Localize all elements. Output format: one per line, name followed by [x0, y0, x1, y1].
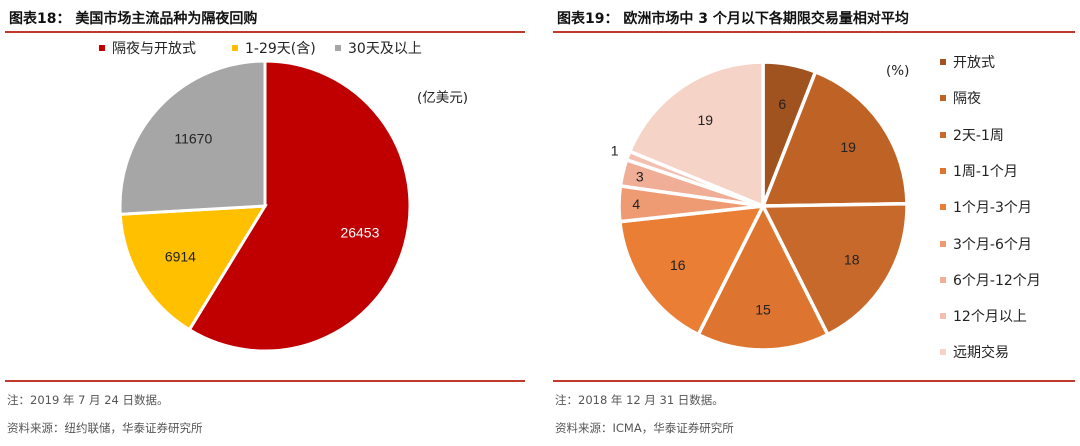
footer-divider	[553, 380, 1075, 382]
data-label-2: 18	[844, 252, 860, 268]
legend-item-6: 6个月-12个月	[940, 270, 1041, 290]
legend-swatch	[940, 276, 946, 283]
legend-swatch	[335, 45, 341, 51]
legend-swatch	[940, 349, 946, 356]
pie-slice-2	[760, 201, 909, 337]
source: 资料来源：ICMA，华泰证券研究所	[555, 421, 734, 435]
legend-label: 3个月-6个月	[953, 236, 1032, 253]
data-label-5: 4	[632, 196, 640, 212]
legend-swatch	[940, 313, 946, 320]
pie-slice-1	[760, 69, 909, 208]
legend-item-2: 2天-1周	[940, 125, 1004, 145]
legend-item-0: 开放式	[940, 52, 995, 72]
legend-swatch	[940, 95, 946, 102]
legend-swatch	[940, 167, 946, 174]
title-divider	[553, 31, 1075, 33]
unit-label: (亿美元)	[417, 90, 469, 106]
legend-label: 1个月-3个月	[953, 200, 1032, 217]
title-divider	[5, 31, 525, 33]
note: 注：2018 年 12 月 31 日数据。	[555, 393, 724, 407]
legend-label: 开放式	[953, 55, 995, 71]
unit-label: (%)	[886, 63, 910, 79]
legend-swatch	[99, 45, 105, 51]
pie-slice-8	[627, 60, 765, 209]
legend-item-3: 1周-1个月	[940, 161, 1018, 181]
legend-item-5: 3个月-6个月	[940, 234, 1032, 254]
legend-label: 1周-1个月	[953, 163, 1018, 180]
data-label-3: 15	[755, 302, 771, 318]
legend-label: 12个月以上	[953, 309, 1027, 326]
pie-slice-0	[187, 59, 412, 353]
note: 注：2019 年 7 月 24 日数据。	[7, 393, 169, 407]
chart-title: 图表19： 欧洲市场中 3 个月以下各期限交易量相对平均	[557, 11, 909, 27]
legend-item-2: 30天及以上	[335, 38, 422, 58]
legend-swatch	[940, 59, 946, 65]
pie-chart-us: 26453 6914 11670	[118, 59, 412, 353]
legend-label: 1-29天(含)	[245, 41, 316, 57]
data-label-1: 6914	[165, 249, 196, 265]
pie-slice-3	[695, 202, 831, 352]
pie-slice-2	[118, 59, 267, 216]
legend-label: 隔夜	[953, 91, 981, 108]
legend-label: 30天及以上	[348, 41, 422, 57]
source: 资料来源：纽约联储，华泰证券研究所	[7, 421, 203, 435]
legend-swatch	[940, 131, 946, 138]
legend-item-7: 12个月以上	[940, 306, 1027, 326]
data-label-2: 11670	[174, 130, 212, 146]
data-label-0: 26453	[340, 225, 379, 241]
legend-label: 隔夜与开放式	[112, 41, 196, 57]
pie-slice-4	[617, 203, 767, 337]
legend-swatch	[940, 240, 946, 247]
legend-item-0: 隔夜与开放式	[99, 38, 196, 58]
data-label-6: 3	[636, 169, 644, 185]
data-label-7: 1	[611, 143, 619, 159]
footer-divider	[5, 380, 525, 382]
data-label-0: 6	[778, 96, 786, 112]
pie-chart-eu: 6 19 18 15 16 4 3 1 19	[611, 60, 909, 352]
legend-label: 6个月-12个月	[953, 272, 1041, 289]
legend-swatch	[232, 45, 238, 51]
chart-panel-eu: 图表19： 欧洲市场中 3 个月以下各期限交易量相对平均 6 19 18 15 16 4 3…	[553, 0, 1075, 446]
pie-slice-1	[118, 204, 268, 332]
legend-item-1: 1-29天(含)	[232, 38, 316, 58]
legend-item-4: 1个月-3个月	[940, 197, 1032, 217]
data-label-8: 19	[697, 112, 713, 128]
chart-panel-us: 图表18： 美国市场主流品种为隔夜回购 26453 6914 11670 (亿美元)…	[5, 0, 525, 446]
legend-label: 2天-1周	[953, 127, 1004, 144]
chart-title: 图表18： 美国市场主流品种为隔夜回购	[9, 11, 258, 27]
data-label-1: 19	[840, 139, 856, 155]
legend-swatch	[940, 204, 946, 211]
legend-item-1: 隔夜	[940, 88, 981, 108]
legend-item-8: 远期交易	[940, 342, 1009, 362]
legend-label: 远期交易	[953, 345, 1009, 362]
data-label-4: 16	[670, 257, 686, 273]
